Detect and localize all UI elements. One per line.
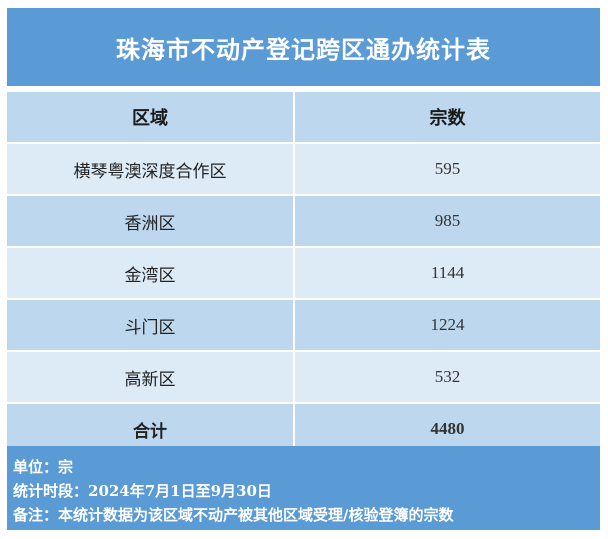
table-header-row: 区域 宗数 bbox=[7, 92, 600, 142]
period-note: 统计时段：2024年7月1日至9月30日 bbox=[13, 482, 272, 500]
table-row: 斗门区 1224 bbox=[7, 300, 600, 350]
total-label: 合计 bbox=[133, 421, 168, 442]
header-count: 宗数 bbox=[429, 108, 466, 129]
total-count: 4480 bbox=[430, 419, 465, 438]
table-footer: 单位：宗 统计时段：2024年7月1日至9月30日 备注：本统计数据为该区域不动… bbox=[7, 446, 600, 530]
column-divider bbox=[293, 352, 296, 402]
column-divider bbox=[293, 404, 296, 454]
count-cell: 595 bbox=[434, 159, 461, 178]
column-divider bbox=[293, 248, 296, 298]
region-cell: 金湾区 bbox=[124, 265, 176, 286]
column-divider bbox=[293, 196, 296, 246]
count-cell: 985 bbox=[434, 211, 461, 230]
remark-note: 备注：本统计数据为该区域不动产被其他区域受理/核验登簿的宗数 bbox=[13, 506, 454, 524]
table-row: 高新区 532 bbox=[7, 352, 600, 402]
region-cell: 高新区 bbox=[124, 369, 176, 390]
header-region: 区域 bbox=[132, 108, 169, 129]
count-cell: 1224 bbox=[430, 315, 465, 334]
count-cell: 532 bbox=[434, 367, 461, 386]
region-cell: 香洲区 bbox=[124, 213, 176, 234]
column-divider bbox=[293, 300, 296, 350]
table-total-row: 合计 4480 bbox=[7, 404, 600, 454]
table-row: 香洲区 985 bbox=[7, 196, 600, 246]
region-cell: 横琴粤澳深度合作区 bbox=[73, 161, 227, 182]
table-title: 珠海市不动产登记跨区通办统计表 bbox=[7, 8, 600, 86]
column-divider bbox=[293, 144, 296, 194]
table-row: 金湾区 1144 bbox=[7, 248, 600, 298]
unit-note: 单位：宗 bbox=[13, 458, 74, 476]
statistics-card: 珠海市不动产登记跨区通办统计表 区域 宗数 横琴粤澳深度合作区 595 香洲区 … bbox=[7, 8, 600, 530]
column-divider bbox=[293, 92, 296, 142]
region-cell: 斗门区 bbox=[124, 317, 176, 338]
count-cell: 1144 bbox=[430, 263, 465, 282]
table-row: 横琴粤澳深度合作区 595 bbox=[7, 144, 600, 194]
